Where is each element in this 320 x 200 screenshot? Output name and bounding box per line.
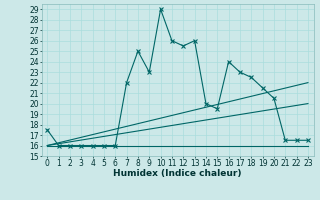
X-axis label: Humidex (Indice chaleur): Humidex (Indice chaleur) xyxy=(113,169,242,178)
